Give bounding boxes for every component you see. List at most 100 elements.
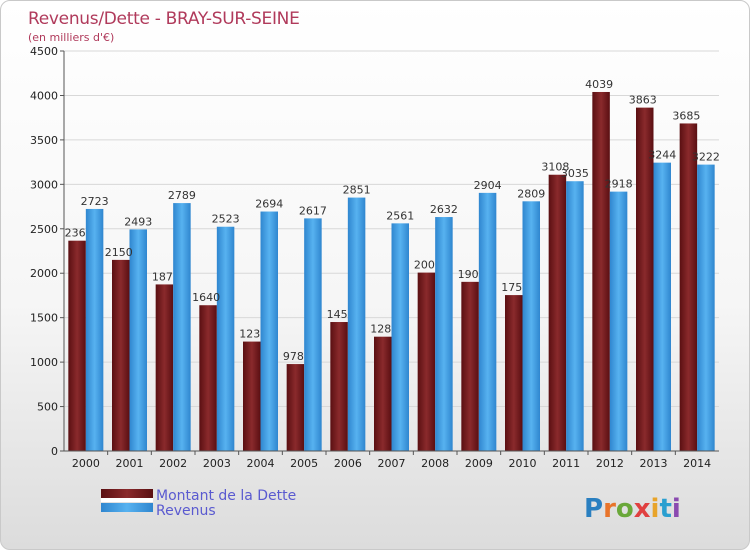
bars	[68, 91, 715, 451]
y-axis-ticks: 0 500 1000 1500 2000 2500 3000 3500 4000 4500	[30, 45, 64, 458]
bar-revenus	[653, 162, 671, 451]
y-tick-label: 2000	[30, 267, 58, 280]
data-label: 2617	[299, 204, 327, 217]
legend-label-dette: Montant de la Dette	[156, 488, 296, 504]
proxiti-logo: Proxiti	[584, 494, 681, 524]
chart-title: Revenus/Dette - BRAY-SUR-SEINE	[28, 9, 300, 29]
data-label: 1640	[192, 291, 220, 304]
data-label: 128	[370, 323, 391, 336]
bar-revenus	[478, 192, 497, 451]
data-label: 2809	[517, 187, 545, 200]
svg-text:Proxiti: Proxiti	[584, 494, 681, 524]
bar-dette	[199, 305, 217, 451]
y-tick-label: 1000	[30, 356, 58, 369]
data-label: 3222	[692, 151, 720, 164]
data-label: 3035	[561, 167, 589, 180]
bar-dette	[505, 295, 523, 451]
y-tick-label: 4000	[30, 89, 58, 102]
data-label: 3108	[541, 161, 569, 174]
bar-revenus	[129, 229, 147, 451]
bar-dette	[68, 240, 86, 451]
data-label: 2789	[168, 189, 196, 202]
bar-revenus	[435, 217, 453, 451]
bar-dette	[417, 272, 436, 451]
x-tick-label: 2011	[552, 457, 580, 470]
data-label: 3863	[629, 94, 657, 107]
y-tick-label: 4500	[30, 45, 58, 58]
bar-revenus	[260, 211, 278, 451]
x-tick-label: 2002	[159, 457, 187, 470]
bar-dette	[286, 364, 305, 451]
bar-revenus	[85, 208, 104, 451]
y-tick-label: 3500	[30, 134, 58, 147]
y-tick-label: 500	[37, 401, 58, 414]
bar-revenus	[609, 191, 628, 451]
data-label: 3685	[672, 109, 700, 122]
x-tick-label: 2006	[334, 457, 362, 470]
data-label: 175	[501, 281, 522, 294]
x-tick-label: 2001	[116, 457, 144, 470]
bar-revenus	[391, 223, 409, 451]
bar-revenus	[216, 226, 235, 451]
bar-dette	[679, 123, 698, 451]
bar-revenus	[566, 181, 584, 451]
bar-dette	[461, 281, 479, 451]
bar-dette	[636, 107, 654, 451]
legend-swatch-gap	[101, 498, 153, 502]
y-tick-label: 1500	[30, 312, 58, 325]
bar-revenus	[173, 203, 191, 451]
data-label: 2561	[386, 209, 414, 222]
x-tick-label: 2010	[509, 457, 537, 470]
data-label: 190	[458, 268, 479, 281]
bar-revenus	[347, 197, 366, 451]
x-tick-label: 2014	[683, 457, 711, 470]
y-tick-label: 2500	[30, 223, 58, 236]
data-label: 2904	[474, 179, 502, 192]
x-tick-label: 2000	[72, 457, 100, 470]
x-axis-ticks: 2000 2001 2002 2003 2004 2005 2006 2007 2008 2009…	[72, 451, 711, 470]
y-tick-label: 0	[51, 445, 58, 458]
data-label: 2523	[212, 213, 240, 226]
bar-dette	[243, 341, 261, 451]
data-label: 2851	[343, 184, 371, 197]
data-label: 2723	[81, 195, 109, 208]
data-label: 187	[152, 270, 173, 283]
bar-dette	[374, 336, 392, 451]
bar-dette	[592, 91, 610, 451]
bar-dette	[330, 322, 348, 451]
bar-revenus	[522, 201, 540, 451]
legend-swatch-revenus	[101, 503, 153, 512]
data-label: 2918	[605, 178, 633, 191]
bar-revenus	[697, 164, 715, 451]
bar-revenus	[304, 218, 322, 451]
x-tick-label: 2004	[247, 457, 275, 470]
data-label: 978	[283, 350, 304, 363]
data-label: 123	[239, 328, 260, 341]
legend: Montant de la Dette Revenus	[101, 488, 296, 519]
x-tick-label: 2013	[640, 457, 668, 470]
y-tick-label: 3000	[30, 178, 58, 191]
bar-dette	[155, 284, 174, 451]
data-label: 2493	[124, 215, 152, 228]
x-tick-label: 2008	[421, 457, 449, 470]
data-label: 236	[65, 227, 86, 240]
data-label: 145	[327, 308, 348, 321]
data-label: 2150	[105, 246, 133, 259]
x-tick-label: 2007	[378, 457, 406, 470]
bar-dette	[548, 174, 567, 451]
x-tick-label: 2003	[203, 457, 231, 470]
data-label: 2632	[430, 203, 458, 216]
data-label: 3244	[648, 149, 676, 162]
data-label: 2694	[255, 198, 283, 211]
x-tick-label: 2009	[465, 457, 493, 470]
chart-subtitle: (en milliers d'€)	[28, 31, 114, 44]
x-tick-label: 2012	[596, 457, 624, 470]
data-label: 200	[414, 259, 435, 272]
x-tick-label: 2005	[290, 457, 318, 470]
legend-swatch-dette	[101, 489, 153, 498]
legend-label-revenus: Revenus	[156, 503, 216, 519]
data-labels: 236 2723 2150 2493 187 2789 1640 2523 123 2694 978…	[65, 78, 720, 363]
data-label: 4039	[585, 78, 613, 91]
